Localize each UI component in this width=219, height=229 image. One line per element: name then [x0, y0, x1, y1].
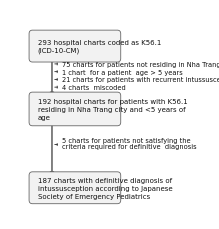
Text: 187 charts with definitive diagnosis of
intussusception according to Japanese
So: 187 charts with definitive diagnosis of … [37, 177, 172, 199]
FancyBboxPatch shape [29, 172, 121, 204]
FancyBboxPatch shape [29, 31, 121, 63]
Text: 5 charts for patients not satisfying the: 5 charts for patients not satisfying the [62, 138, 191, 144]
Text: criteria required for definitive  diagnosis: criteria required for definitive diagnos… [62, 144, 197, 150]
Text: 1 chart  for a patient  age > 5 years: 1 chart for a patient age > 5 years [62, 69, 183, 75]
Text: 75 charts for patients not residing in Nha Trang city: 75 charts for patients not residing in N… [62, 62, 219, 68]
Text: 192 hospital charts for patients with K56.1
residing in Nha Trang city and <5 ye: 192 hospital charts for patients with K5… [37, 98, 187, 120]
FancyBboxPatch shape [29, 93, 121, 126]
Text: 4 charts  miscoded: 4 charts miscoded [62, 85, 126, 91]
Text: 21 charts for patients with recurrent intussusception: 21 charts for patients with recurrent in… [62, 77, 219, 83]
Text: 293 hospital charts coded as K56.1
(ICD-10-CM): 293 hospital charts coded as K56.1 (ICD-… [37, 40, 161, 54]
